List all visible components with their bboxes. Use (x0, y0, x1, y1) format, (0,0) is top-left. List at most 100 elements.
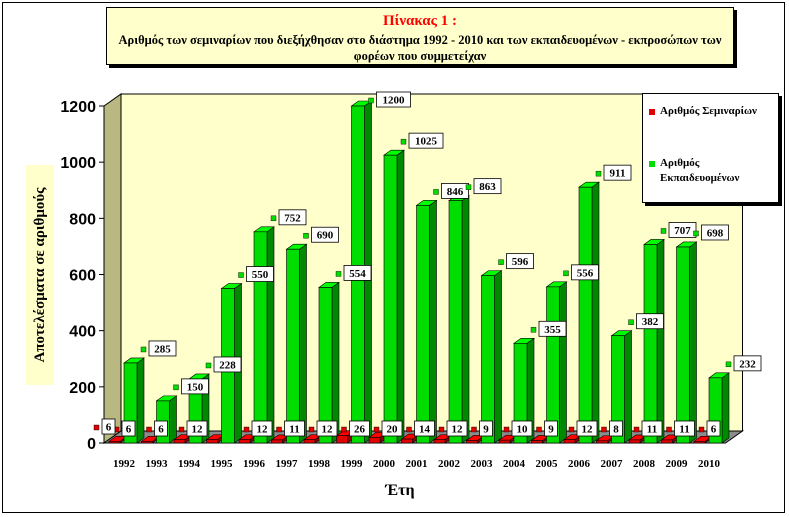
data-label-seminars-marker (146, 426, 152, 433)
data-label-trainees: 232 (739, 358, 756, 370)
data-label-seminars: 11 (647, 424, 657, 436)
x-tick-label: 2008 (633, 458, 656, 470)
legend-swatch-trainees (649, 161, 655, 167)
data-label-seminars-box (446, 420, 468, 437)
data-label-trainees-box (408, 132, 444, 149)
data-label-trainees-box (148, 340, 177, 357)
data-label-seminars: 12 (322, 424, 334, 436)
bar-trainees-side (396, 149, 405, 444)
data-label-trainees-marker (595, 170, 602, 177)
data-label-seminars: 12 (582, 424, 594, 436)
data-label-seminars-box (576, 420, 598, 437)
data-label-seminars: 11 (289, 424, 299, 436)
data-label-trainees-marker (465, 184, 472, 190)
bar-seminars (238, 439, 251, 444)
y-tick-label: 0 (87, 436, 96, 453)
data-label-seminars: 10 (517, 424, 529, 436)
bar-trainees-side (331, 281, 340, 444)
data-label-seminars: 14 (419, 424, 431, 436)
bar-seminars (141, 441, 153, 444)
x-tick-label: 1997 (276, 458, 299, 470)
data-label-seminars: 12 (452, 424, 464, 436)
data-label-trainees-box (603, 164, 632, 181)
data-label-trainees: 707 (674, 225, 691, 237)
bar-seminars (336, 435, 348, 444)
data-label-seminars-marker (471, 426, 477, 433)
data-label-trainees-box (506, 253, 534, 270)
bar-trainees (611, 335, 625, 444)
bar-trainees (286, 248, 300, 444)
bar-trainees-side (721, 372, 730, 444)
data-label-seminars-marker (438, 426, 445, 433)
bar-trainees-side (266, 226, 275, 444)
data-label-seminars: 8 (613, 424, 619, 436)
x-tick-label: 2009 (666, 458, 689, 470)
data-label-trainees-marker (530, 327, 537, 333)
data-label-seminars: 6 (158, 424, 164, 436)
data-label-seminars-marker (373, 426, 380, 433)
data-label-seminars-box (641, 420, 663, 437)
data-label-trainees-box (538, 320, 567, 337)
data-label-trainees: 285 (154, 343, 171, 355)
bar-trainees (546, 286, 560, 444)
data-label-trainees-marker (400, 138, 407, 145)
x-tick-label: 2002 (438, 458, 461, 470)
data-label-trainees-marker (270, 215, 277, 222)
data-label-seminars-box (414, 420, 435, 437)
bar-trainees-side (591, 181, 600, 444)
bar-seminars (303, 439, 316, 444)
x-axis-label: Έτη (384, 482, 414, 499)
data-label-seminars-marker (243, 426, 250, 433)
chart-title-box: Πίνακας 1 : Αριθμός των σεμιναρίων που δ… (106, 7, 734, 65)
data-label-trainees-marker (335, 271, 342, 277)
data-label-seminars-box (186, 420, 208, 437)
data-label-trainees-marker (303, 233, 309, 239)
data-label-seminars-marker (406, 426, 412, 433)
data-label-trainees: 1200 (383, 95, 406, 107)
legend-swatch-seminars (649, 109, 655, 115)
x-tick-label: 2004 (503, 458, 526, 470)
data-label-seminars-marker (698, 426, 705, 433)
y-tick-label: 800 (69, 211, 96, 228)
bar-seminars (628, 439, 641, 444)
data-label-trainees-box (473, 178, 502, 195)
data-label-trainees-box (246, 266, 274, 282)
bar-trainees (643, 244, 658, 444)
data-label-trainees: 698 (707, 227, 724, 239)
y-tick-label: 200 (69, 380, 96, 397)
x-tick-label: 1999 (341, 458, 364, 470)
data-label-seminars: 6 (711, 424, 717, 436)
x-tick-label: 2010 (698, 458, 721, 470)
x-tick-label: 1996 (243, 458, 266, 470)
data-label-extra-box (101, 418, 116, 435)
x-tick-label: 1993 (146, 458, 169, 470)
x-tick-label: 1992 (113, 458, 136, 470)
data-label-seminars-box (316, 420, 338, 437)
bar-trainees-side (624, 330, 632, 444)
side-wall (103, 93, 122, 444)
data-label-trainees-marker (498, 259, 504, 265)
data-label-trainees-box (278, 209, 307, 226)
data-label-seminars: 20 (387, 424, 399, 436)
data-label-seminars-marker (568, 426, 575, 433)
bar-trainees (448, 200, 463, 444)
x-tick-label: 1998 (308, 458, 331, 470)
bar-trainees-side (429, 199, 437, 444)
bar-seminars (108, 441, 121, 444)
bar-trainees (481, 275, 495, 444)
y-tick-label: 600 (69, 268, 96, 285)
data-label-seminars-box (284, 420, 305, 437)
data-label-trainees: 863 (479, 181, 496, 193)
bar-trainees (513, 343, 528, 444)
bar-trainees (416, 205, 430, 444)
data-label-seminars: 12 (257, 424, 269, 436)
data-label-extra-marker (93, 424, 100, 431)
y-axis-label: Αποτελέσματα σε αριθμούς (26, 165, 54, 385)
data-label-seminars-box (349, 420, 370, 437)
data-label-seminars-box (511, 420, 533, 437)
data-label-seminars: 9 (483, 424, 489, 436)
bar-trainees-side (689, 241, 697, 444)
x-tick-label: 1994 (178, 458, 201, 470)
data-label-trainees-box (636, 313, 664, 330)
